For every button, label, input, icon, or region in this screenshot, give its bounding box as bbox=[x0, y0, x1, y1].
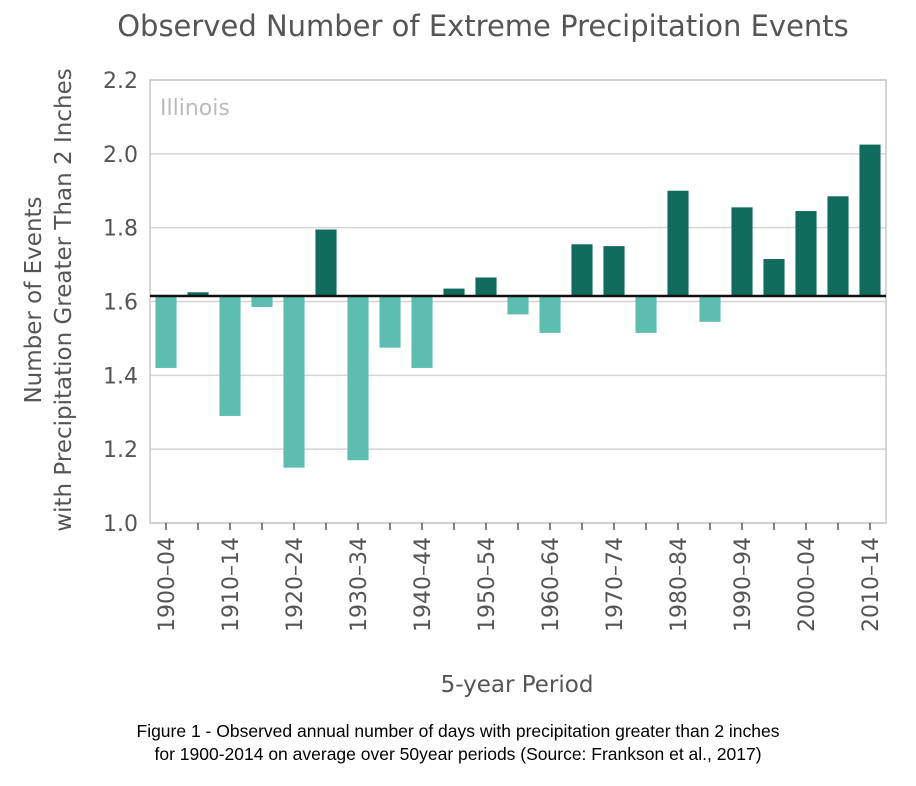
y-tick-label: 2.2 bbox=[103, 69, 138, 94]
bar bbox=[763, 259, 785, 296]
y-tick-label: 2.0 bbox=[103, 143, 138, 168]
y-tick-label: 1.8 bbox=[103, 217, 138, 242]
bar bbox=[731, 207, 753, 296]
chart-title: Observed Number of Extreme Precipitation… bbox=[117, 9, 849, 43]
bar bbox=[635, 295, 657, 333]
x-tick-label: 1910–14 bbox=[219, 537, 244, 632]
bar bbox=[603, 246, 625, 296]
x-tick-label: 1980–84 bbox=[667, 537, 692, 632]
x-tick-label: 1950–54 bbox=[475, 537, 500, 632]
x-tick-label: 1900–04 bbox=[155, 537, 180, 632]
caption-line-2: for 1900-2014 on average over 50year per… bbox=[154, 744, 762, 764]
bar bbox=[699, 295, 721, 322]
bar bbox=[475, 277, 497, 296]
bar bbox=[411, 295, 433, 368]
y-tick-label: 1.0 bbox=[103, 512, 138, 537]
y-axis-label-line2: with Precipitation Greater Than 2 Inches bbox=[51, 68, 77, 531]
x-tick-label: 1990–94 bbox=[731, 537, 756, 632]
x-tick-label: 2010–14 bbox=[859, 537, 884, 632]
bar bbox=[795, 211, 817, 296]
bar bbox=[347, 295, 369, 461]
x-tick-label: 1930–34 bbox=[347, 537, 372, 632]
y-tick-label: 1.4 bbox=[103, 364, 138, 389]
x-tick-label: 1940–44 bbox=[411, 537, 436, 632]
bar bbox=[251, 295, 273, 308]
bar bbox=[155, 295, 177, 368]
y-axis-label: Number of Events with Precipitation Grea… bbox=[21, 68, 77, 531]
x-tick-label: 1970–74 bbox=[603, 537, 628, 632]
bar bbox=[187, 292, 209, 296]
bar bbox=[283, 295, 305, 468]
region-label: Illinois bbox=[160, 96, 230, 121]
y-tick-label: 1.2 bbox=[103, 438, 138, 463]
x-tick-label: 1920–24 bbox=[283, 537, 308, 632]
bar bbox=[571, 244, 593, 296]
bar bbox=[379, 295, 401, 348]
bar bbox=[859, 144, 881, 296]
bar bbox=[507, 295, 529, 315]
bar bbox=[667, 190, 689, 296]
y-axis-label-line1: Number of Events bbox=[21, 196, 47, 403]
bar bbox=[539, 295, 561, 333]
x-tick-label: 2000–04 bbox=[795, 537, 820, 632]
bar bbox=[443, 288, 465, 296]
y-tick-label: 1.6 bbox=[103, 291, 138, 316]
bar bbox=[315, 229, 337, 296]
x-axis-label: 5-year Period bbox=[441, 672, 594, 698]
x-tick-label: 1960–64 bbox=[539, 537, 564, 632]
figure-caption: Figure 1 - Observed annual number of day… bbox=[0, 720, 916, 766]
plot-area: 1.0 1.2 1.4 1.6 1.8 2.0 2.2 1900–04 1910–14 1920–… bbox=[103, 69, 887, 632]
caption-line-1: Figure 1 - Observed annual number of day… bbox=[136, 721, 780, 741]
bar bbox=[219, 295, 241, 416]
bar bbox=[827, 196, 849, 296]
